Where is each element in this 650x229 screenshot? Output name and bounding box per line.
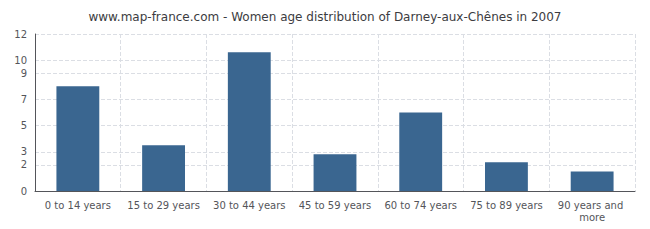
svg-text:9: 9 [21, 68, 27, 79]
svg-text:10: 10 [14, 55, 27, 66]
svg-text:75 to 89 years: 75 to 89 years [470, 200, 543, 211]
svg-text:60 to 74 years: 60 to 74 years [384, 200, 457, 211]
svg-text:3: 3 [21, 146, 27, 157]
svg-text:7: 7 [21, 94, 27, 105]
svg-text:0: 0 [21, 186, 27, 197]
svg-text:2: 2 [21, 159, 27, 170]
svg-text:90 years and: 90 years and [558, 200, 627, 211]
svg-text:5: 5 [21, 120, 27, 131]
svg-text:www.map-france.com - Women age: www.map-france.com - Women age distribut… [88, 10, 561, 24]
svg-text:more: more [579, 212, 605, 223]
svg-text:0 to 14 years: 0 to 14 years [45, 200, 111, 211]
svg-text:15 to 29 years: 15 to 29 years [127, 200, 200, 211]
svg-text:30 to 44 years: 30 to 44 years [213, 200, 286, 211]
svg-text:45 to 59 years: 45 to 59 years [299, 200, 372, 211]
svg-text:12: 12 [14, 29, 27, 40]
